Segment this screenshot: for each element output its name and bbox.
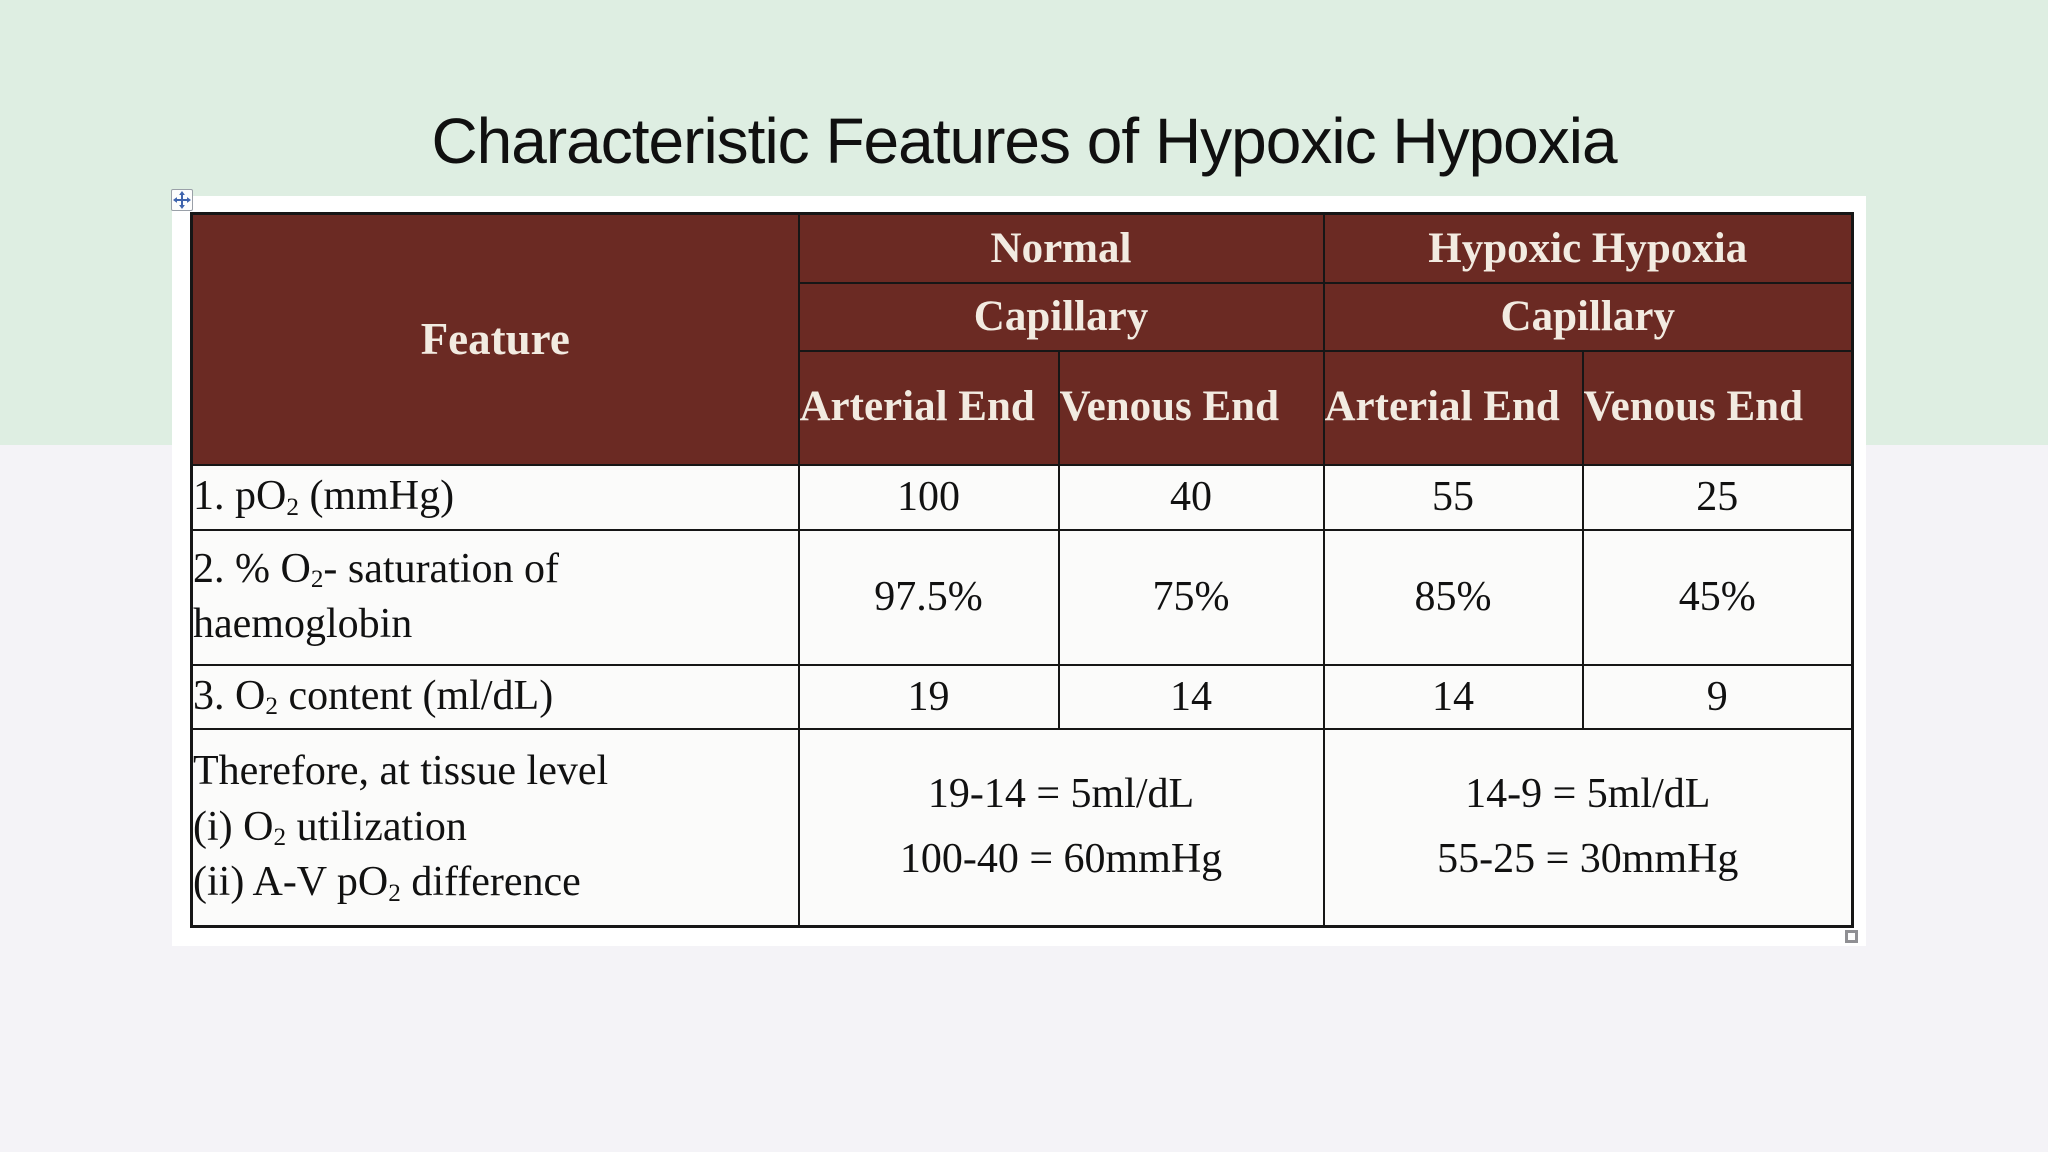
cell-po2-normal-arterial[interactable]: 100 [797, 463, 1060, 531]
cell-sat-normal-arterial[interactable]: 97.5% [797, 528, 1060, 666]
table-row: 2. % O2- saturation of haemoglobin 97.5%… [190, 528, 1854, 666]
header-normal-venous-end[interactable]: Venous End [1057, 349, 1325, 466]
row-label-line: haemoglobin [193, 601, 413, 647]
table-row: 1. pO2 (mmHg) 100 40 55 25 [190, 463, 1854, 531]
cell-content-normal-venous[interactable]: 14 [1057, 663, 1325, 730]
equation-line: 19-14 = 5ml/dL [927, 771, 1195, 818]
equation-line: 55-25 = 30mmHg [1437, 836, 1739, 883]
header-hypoxic-venous-end[interactable]: Venous End [1581, 349, 1854, 466]
cell-po2-normal-venous[interactable]: 40 [1057, 463, 1325, 531]
row-label-o2-saturation[interactable]: 2. % O2- saturation of haemoglobin [190, 528, 800, 666]
cell-sat-hypoxic-arterial[interactable]: 85% [1322, 528, 1584, 666]
table-row: Therefore, at tissue level (i) O2 utiliz… [190, 727, 1854, 928]
cell-content-hypoxic-arterial[interactable]: 14 [1322, 663, 1584, 730]
row-label-line: Therefore, at tissue level [193, 748, 609, 795]
header-capillary-normal[interactable]: Capillary [797, 281, 1325, 352]
row-label-o2-content[interactable]: 3. O2 content (ml/dL) [190, 663, 800, 730]
row-label-line: (ii) A-V pO2 difference [193, 858, 581, 907]
header-feature[interactable]: Feature [190, 212, 800, 466]
header-group-normal[interactable]: Normal [797, 212, 1325, 284]
equation-line: 14-9 = 5ml/dL [1465, 771, 1711, 818]
cell-summary-hypoxic[interactable]: 14-9 = 5ml/dL 55-25 = 30mmHg [1322, 727, 1854, 928]
row-label-line: (i) O2 utilization [193, 803, 467, 852]
hypoxia-feature-table: Feature Normal Hypoxic Hypoxia Capillary… [190, 212, 1855, 928]
header-hypoxic-arterial-end[interactable]: Arterial End [1322, 349, 1584, 466]
cell-summary-normal[interactable]: 19-14 = 5ml/dL 100-40 = 60mmHg [797, 727, 1325, 928]
equation-line: 100-40 = 60mmHg [899, 836, 1223, 883]
header-group-hypoxic-hypoxia[interactable]: Hypoxic Hypoxia [1322, 212, 1854, 284]
cell-po2-hypoxic-arterial[interactable]: 55 [1322, 463, 1584, 531]
row-label-line: 2. % O2- saturation of [193, 545, 560, 594]
table-row: 3. O2 content (ml/dL) 19 14 14 9 [190, 663, 1854, 730]
table-move-handle[interactable] [171, 189, 193, 211]
header-capillary-hypoxic[interactable]: Capillary [1322, 281, 1854, 352]
cell-sat-normal-venous[interactable]: 75% [1057, 528, 1325, 666]
cell-po2-hypoxic-venous[interactable]: 25 [1581, 463, 1854, 531]
slide-title: Characteristic Features of Hypoxic Hypox… [431, 105, 1617, 177]
four-way-arrow-icon [173, 191, 191, 209]
table-resize-handle[interactable] [1845, 930, 1858, 943]
cell-content-hypoxic-venous[interactable]: 9 [1581, 663, 1854, 730]
cell-sat-hypoxic-venous[interactable]: 45% [1581, 528, 1854, 666]
cell-content-normal-arterial[interactable]: 19 [797, 663, 1060, 730]
header-normal-arterial-end[interactable]: Arterial End [797, 349, 1060, 466]
row-label-tissue-level[interactable]: Therefore, at tissue level (i) O2 utiliz… [190, 727, 800, 928]
row-label-po2[interactable]: 1. pO2 (mmHg) [190, 463, 800, 531]
